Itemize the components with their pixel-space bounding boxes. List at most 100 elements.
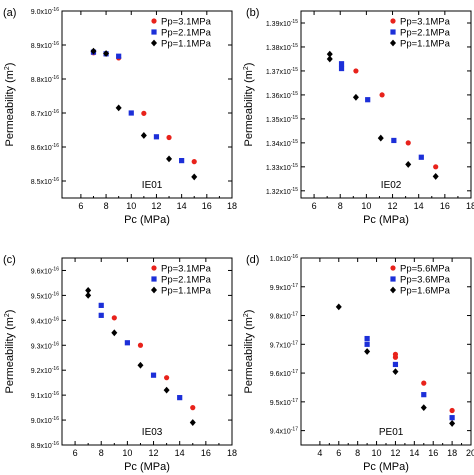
legend-marker [390, 29, 396, 35]
panel-a: (a) 6 8 10 12 14 16 18 8.5x10-16 8.6x10-16 8.7x10-… [3, 7, 237, 226]
y-tick-label: 9.8x10-17 [270, 312, 298, 321]
panel-d: (d) 4 6 8 10 12 14 16 18 20 9.4x10-17 9.5x10-17 9.6x… [243, 254, 474, 473]
data-point [103, 50, 110, 57]
data-point [191, 159, 197, 165]
x-tick-label: 16 [202, 201, 212, 211]
y-tick-label: 8.7x10-16 [31, 109, 59, 118]
data-point [392, 368, 399, 376]
x-tick-label: 10 [372, 448, 382, 458]
data-point [111, 329, 118, 337]
data-point [338, 65, 345, 72]
x-tick-label: 6 [78, 201, 83, 211]
y-tick-label: 1.35x10-15 [266, 115, 298, 124]
legend-label: Pp=3.1MPa [161, 17, 212, 28]
legend-marker [390, 286, 396, 294]
x-tick-label: 6 [336, 448, 341, 458]
y-tick-label: 9.3x10-16 [31, 341, 59, 350]
data-point [98, 302, 104, 308]
data-point [116, 53, 122, 59]
legend-label: Pp=3.1MPa [400, 17, 451, 28]
y-tick-label: 1.32x10-15 [266, 187, 298, 196]
data-point [326, 50, 333, 58]
x-tick-label: 10 [361, 201, 371, 211]
x-tick-label: 8 [355, 448, 360, 458]
data-point [405, 140, 411, 146]
legend-label: Pp=1.1MPa [161, 286, 212, 297]
data-point [85, 287, 92, 294]
panel-c: (c) 6 8 10 12 14 16 18 8.9x10-16 9.0x10-16 9.1x10-… [3, 254, 237, 473]
data-point [140, 132, 147, 139]
y-tick-label: 9.1x10-16 [31, 391, 59, 400]
y-tick-label: 1.36x10-15 [266, 91, 298, 100]
data-point [365, 97, 371, 103]
x-tick-label: 12 [390, 448, 400, 458]
y-tick-label: 9.6x10-16 [31, 266, 59, 275]
data-point [190, 405, 196, 411]
x-axis-label: Pc (MPa) [363, 214, 409, 226]
data-point [353, 68, 359, 74]
data-point [153, 134, 160, 140]
x-tick-label: 10 [122, 448, 132, 458]
legend-marker [151, 265, 157, 271]
sample-label: IE03 [142, 427, 163, 438]
data-point [449, 420, 456, 427]
y-tick-label: 9.5x10-16 [31, 291, 59, 300]
data-point [177, 395, 183, 401]
data-point [163, 386, 170, 394]
y-tick-label: 8.9x10-16 [31, 441, 59, 450]
panel-b: (b) 6 8 10 12 14 16 18 1.32x10-15 1.33x10-15 1.34x… [243, 7, 474, 226]
data-point [391, 137, 397, 144]
data-point [352, 93, 359, 101]
data-point [421, 392, 427, 398]
x-tick-label: 18 [227, 201, 237, 211]
data-point [166, 155, 173, 163]
y-tick-label: 9.4x10-16 [31, 316, 59, 325]
y-tick-label: 9.5x10-17 [270, 398, 298, 407]
legend-marker [151, 18, 157, 24]
x-tick-label: 14 [409, 448, 419, 458]
x-tick-label: 14 [414, 201, 424, 211]
data-point [189, 419, 196, 426]
y-tick-label: 9.4x10-17 [270, 427, 298, 436]
legend-label: Pp=2.1MPa [161, 275, 212, 286]
data-point [115, 104, 122, 112]
y-tick-label: 9.6x10-17 [270, 369, 298, 378]
plot-frame [61, 10, 233, 199]
plot-frame [300, 10, 472, 199]
y-tick-label: 9.7x10-17 [270, 340, 298, 349]
x-axis-label: Pc (MPa) [124, 461, 170, 473]
y-tick-label: 8.9x10-16 [31, 41, 59, 50]
x-tick-label: 18 [447, 448, 457, 458]
data-point [364, 341, 370, 347]
y-tick-label: 9.0x10-16 [31, 416, 59, 425]
legend-marker [390, 265, 396, 271]
y-tick-label: 1.34x10-15 [266, 139, 298, 148]
x-tick-label: 14 [175, 448, 185, 458]
y-tick-label: 1.0x10-16 [270, 254, 298, 263]
y-axis-label: Permeability (m2) [4, 63, 16, 147]
data-point [420, 404, 427, 411]
x-tick-label: 18 [466, 201, 474, 211]
panel-label: (b) [246, 7, 259, 19]
plot-frame [61, 257, 233, 446]
data-point [137, 342, 144, 348]
legend-label: Pp=1.1MPa [400, 39, 451, 50]
x-tick-label: 8 [338, 201, 343, 211]
panel-label: (a) [3, 7, 16, 19]
legend-marker [151, 286, 157, 294]
data-point [392, 354, 399, 360]
sample-label: IE01 [142, 180, 163, 191]
x-tick-label: 10 [126, 201, 136, 211]
x-tick-label: 8 [104, 201, 109, 211]
panel-label: (c) [3, 254, 16, 266]
y-tick-label: 1.38x10-15 [266, 43, 298, 52]
data-point [111, 315, 117, 321]
y-axis-label: Permeability (m2) [243, 310, 255, 394]
legend-label: Pp=3.6MPa [400, 275, 451, 286]
data-point [124, 340, 130, 346]
data-point [432, 173, 439, 180]
y-tick-label: 9.2x10-16 [31, 366, 59, 375]
legend-marker [151, 39, 157, 47]
x-tick-label: 12 [388, 201, 398, 211]
y-tick-label: 9.9x10-17 [270, 283, 298, 292]
